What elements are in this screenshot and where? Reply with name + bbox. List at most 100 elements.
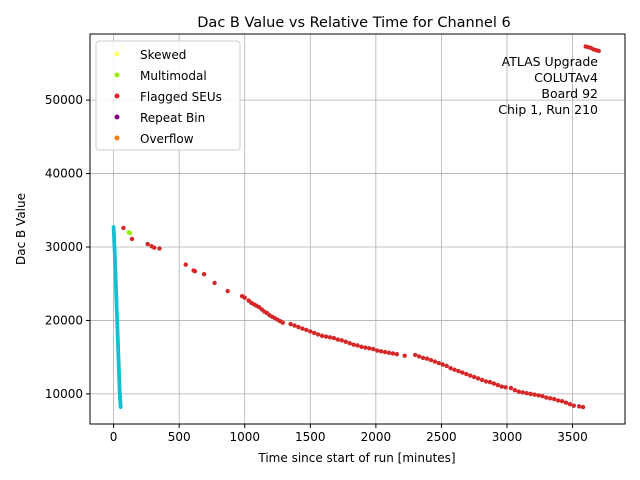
y-tick-label: 30000 xyxy=(45,240,83,254)
flagged-seus-point xyxy=(432,359,438,364)
multimodal-point xyxy=(127,230,133,236)
flagged-seus-point xyxy=(460,370,465,375)
flagged-seus-point xyxy=(464,371,469,377)
flagged-seus-point xyxy=(563,400,569,405)
flagged-seus-point xyxy=(300,326,305,331)
plot-frame xyxy=(89,33,626,425)
flagged-seus-point xyxy=(503,385,508,390)
flagged-seus-point xyxy=(516,389,521,394)
flagged-seus-point xyxy=(452,367,457,372)
flagged-seus-point xyxy=(402,353,407,358)
legend-label-overflow: Overflow xyxy=(140,132,194,146)
flagged-seus-point xyxy=(491,381,497,386)
legend: Skewed Multimodal Flagged SEUs Repeat Bi… xyxy=(95,40,241,151)
flagged-seus-point xyxy=(157,246,162,251)
flagged-seus-point xyxy=(212,280,217,286)
flagged-seus-point xyxy=(448,365,453,371)
x-axis-label: Time since start of run [minutes] xyxy=(257,451,455,465)
flagged-seus-point xyxy=(315,332,321,337)
flagged-seus-point xyxy=(386,350,392,355)
flagged-seus-point xyxy=(540,393,545,399)
flagged-seus-point xyxy=(424,356,430,361)
x-tick-label: 3500 xyxy=(557,430,588,444)
flagged-seus-point xyxy=(367,346,372,351)
flagged-seus-point xyxy=(296,324,301,330)
flagged-seus-point xyxy=(145,241,150,247)
flagged-seus-point xyxy=(444,363,449,369)
flagged-seus-point xyxy=(308,329,313,334)
grid-lines xyxy=(90,34,625,424)
flagged-seus-point xyxy=(508,385,514,391)
flagged-seus-point xyxy=(343,339,348,344)
flagged-seus-point xyxy=(335,337,341,342)
x-tick-label: 1000 xyxy=(229,430,260,444)
x-tick-label: 2000 xyxy=(361,430,392,444)
flagged-seus-point xyxy=(571,403,577,408)
legend-marker-repeat-bin xyxy=(114,114,120,120)
flagged-seus-point xyxy=(351,342,356,347)
flagged-seus-point xyxy=(559,399,565,404)
x-tick-label: 3000 xyxy=(492,430,523,444)
x-tick-label: 2500 xyxy=(426,430,457,444)
y-axis-label: Dac B Value xyxy=(14,193,28,265)
chart-title: Dac B Value vs Relative Time for Channel… xyxy=(197,15,510,31)
legend-marker-overflow xyxy=(114,135,120,141)
y-tick-label: 50000 xyxy=(45,93,83,107)
flagged-seus-point xyxy=(428,357,434,363)
flagged-seus-point xyxy=(580,404,586,410)
flagged-seus-point xyxy=(292,323,297,328)
x-tick-label: 500 xyxy=(168,430,191,444)
y-tick-label: 40000 xyxy=(45,167,83,181)
flagged-seus-point xyxy=(495,382,501,388)
legend-marker-flagged-seus xyxy=(114,93,120,99)
flagged-seus-point xyxy=(225,288,230,294)
x-tick-label: 1500 xyxy=(295,430,326,444)
legend-marker-multimodal xyxy=(114,72,120,78)
flagged-seus-point xyxy=(576,404,582,409)
flagged-seus-point xyxy=(499,384,504,389)
flagged-seus-point xyxy=(479,377,485,383)
flagged-seus-point xyxy=(456,368,461,374)
flagged-seus-point xyxy=(280,320,285,325)
flagged-seus-point xyxy=(339,338,344,343)
flagged-seus-point xyxy=(192,269,198,274)
flagged-seus-point xyxy=(475,376,481,381)
annotation-line-4: Chip 1, Run 210 xyxy=(498,102,598,117)
flagged-seus-point xyxy=(371,346,376,352)
y-axis-ticks: 10000 20000 30000 40000 50000 xyxy=(45,93,90,401)
flagged-seus-point xyxy=(520,390,525,395)
flagged-seus-point xyxy=(288,321,293,327)
flagged-seus-point xyxy=(524,390,529,396)
flagged-seus-point xyxy=(152,245,157,250)
flagged-seus-point xyxy=(512,388,518,393)
flagged-seus-point xyxy=(483,379,489,384)
annotation-line-2: COLUTAv4 xyxy=(534,70,598,85)
flagged-seus-point xyxy=(390,351,396,356)
flagged-seus-point xyxy=(548,396,553,401)
x-axis-ticks: 0 500 1000 1500 2000 2500 3000 3500 xyxy=(110,424,588,444)
flagged-seus-point xyxy=(551,396,557,402)
legend-box xyxy=(95,40,241,151)
x-tick-label: 0 xyxy=(110,430,118,444)
flagged-seus-point xyxy=(363,345,368,350)
flagged-seus-point xyxy=(394,352,400,357)
legend-marker-skewed xyxy=(114,51,120,57)
run-annotation: ATLAS Upgrade COLUTAv4 Board 92 Chip 1, … xyxy=(498,54,598,117)
flagged-seus-point xyxy=(416,354,422,359)
flagged-seus-point xyxy=(129,236,135,242)
flagged-seus-point xyxy=(567,401,573,407)
trace-point xyxy=(118,405,123,410)
flagged-seus-point xyxy=(331,335,337,341)
flagged-seus-point xyxy=(412,352,418,358)
flagged-seus-point xyxy=(323,334,329,339)
flagged-seus-point xyxy=(327,335,333,340)
legend-label-repeat-bin: Repeat Bin xyxy=(140,111,205,125)
y-tick-label: 10000 xyxy=(45,387,83,401)
flagged-seus-point xyxy=(555,398,561,403)
legend-label-multimodal: Multimodal xyxy=(140,69,207,83)
flagged-seus-point xyxy=(596,48,601,54)
flagged-seus-point xyxy=(304,327,309,333)
legend-label-skewed: Skewed xyxy=(140,48,186,62)
flagged-seus-point xyxy=(528,391,533,397)
